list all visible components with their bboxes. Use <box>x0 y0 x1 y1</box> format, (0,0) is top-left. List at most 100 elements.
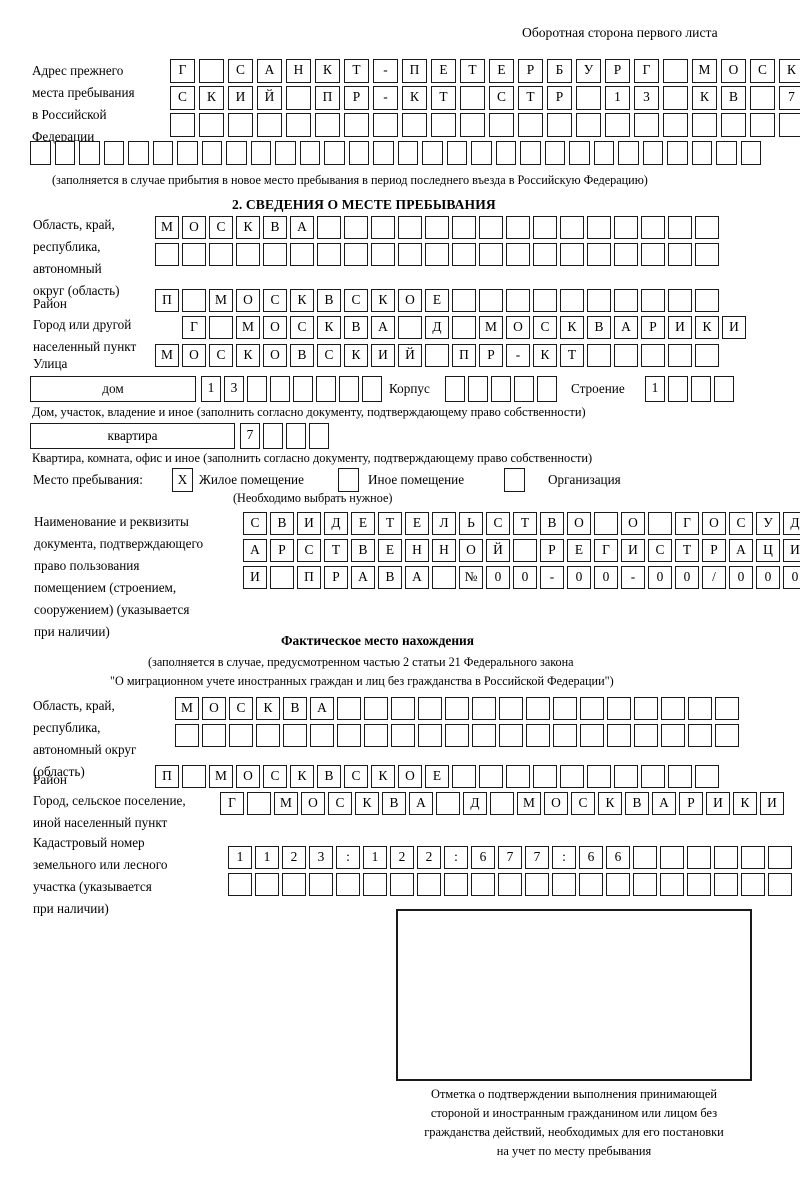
cell[interactable] <box>199 113 224 137</box>
cell[interactable]: К <box>733 792 757 815</box>
cell[interactable] <box>445 724 469 747</box>
cell[interactable]: М <box>692 59 717 83</box>
cell[interactable] <box>520 141 541 165</box>
cell[interactable]: С <box>290 316 314 339</box>
flat-number-row[interactable]: 7 <box>240 423 329 449</box>
cell[interactable] <box>348 141 369 165</box>
cell[interactable] <box>316 376 336 402</box>
cell[interactable] <box>229 724 253 747</box>
cell[interactable]: Т <box>560 344 584 367</box>
cell[interactable]: Д <box>324 512 348 535</box>
cell[interactable]: П <box>155 289 179 312</box>
cell[interactable]: Г <box>634 59 659 83</box>
cell[interactable]: Т <box>344 59 369 83</box>
cell[interactable]: С <box>209 216 233 239</box>
cell[interactable] <box>642 141 663 165</box>
cell[interactable] <box>506 289 530 312</box>
cell[interactable]: Й <box>257 86 282 110</box>
cell[interactable] <box>692 113 717 137</box>
cell[interactable] <box>431 113 456 137</box>
cell[interactable]: - <box>540 566 564 589</box>
cell[interactable]: П <box>315 86 340 110</box>
cell[interactable] <box>533 765 557 788</box>
cell[interactable]: / <box>702 566 726 589</box>
cell[interactable] <box>282 873 306 896</box>
cell[interactable]: - <box>621 566 645 589</box>
cell[interactable]: Й <box>486 539 510 562</box>
cell[interactable]: Д <box>463 792 487 815</box>
cell[interactable] <box>247 792 271 815</box>
cell[interactable] <box>768 846 792 869</box>
cell[interactable]: 0 <box>756 566 780 589</box>
cell[interactable]: 3 <box>224 376 244 402</box>
cell[interactable] <box>363 873 387 896</box>
cell[interactable] <box>641 344 665 367</box>
cell[interactable]: М <box>236 316 260 339</box>
cell[interactable] <box>661 697 685 720</box>
cell[interactable] <box>668 376 688 402</box>
cell[interactable] <box>418 724 442 747</box>
cell[interactable]: М <box>274 792 298 815</box>
cell[interactable] <box>310 724 334 747</box>
cell[interactable] <box>750 113 775 137</box>
cell[interactable] <box>593 141 614 165</box>
cell[interactable] <box>641 216 665 239</box>
cell[interactable]: В <box>344 316 368 339</box>
cell[interactable]: С <box>486 512 510 535</box>
cell[interactable] <box>587 216 611 239</box>
cell[interactable]: С <box>229 697 253 720</box>
cell[interactable]: О <box>236 289 260 312</box>
cell[interactable] <box>714 873 738 896</box>
cell[interactable]: Е <box>378 539 402 562</box>
cell[interactable] <box>518 113 543 137</box>
cell[interactable] <box>614 344 638 367</box>
cell[interactable] <box>741 873 765 896</box>
cell[interactable]: Д <box>783 512 800 535</box>
cell[interactable]: Г <box>170 59 195 83</box>
cell[interactable]: В <box>283 697 307 720</box>
cell[interactable]: О <box>182 344 206 367</box>
cell[interactable] <box>634 113 659 137</box>
cell[interactable]: О <box>236 765 260 788</box>
cell[interactable]: М <box>209 289 233 312</box>
cell[interactable]: - <box>373 86 398 110</box>
cell[interactable] <box>576 86 601 110</box>
cell[interactable]: К <box>199 86 224 110</box>
cell[interactable] <box>103 141 124 165</box>
cell[interactable] <box>155 243 179 266</box>
cell[interactable]: М <box>155 216 179 239</box>
cell[interactable]: П <box>297 566 321 589</box>
cell[interactable]: К <box>695 316 719 339</box>
prev-address-row-3[interactable] <box>170 113 800 137</box>
cell[interactable]: Е <box>405 512 429 535</box>
cell[interactable] <box>226 141 247 165</box>
cell[interactable]: И <box>297 512 321 535</box>
cell[interactable]: Н <box>286 59 311 83</box>
cell[interactable] <box>255 873 279 896</box>
cell[interactable]: С <box>328 792 352 815</box>
cell[interactable]: Д <box>425 316 449 339</box>
cell[interactable] <box>479 765 503 788</box>
cell[interactable]: И <box>668 316 692 339</box>
cell[interactable]: Г <box>220 792 244 815</box>
cell[interactable]: И <box>722 316 746 339</box>
cell[interactable]: С <box>209 344 233 367</box>
cell[interactable]: 1 <box>605 86 630 110</box>
stroenie-row[interactable]: 1 <box>645 376 734 402</box>
cell[interactable]: В <box>382 792 406 815</box>
cell[interactable]: О <box>621 512 645 535</box>
s2-region-row-2[interactable] <box>155 243 719 266</box>
cell[interactable] <box>452 765 476 788</box>
cell[interactable]: А <box>371 316 395 339</box>
cell[interactable] <box>668 216 692 239</box>
cell[interactable]: 2 <box>282 846 306 869</box>
cell[interactable]: Р <box>547 86 572 110</box>
al-region-row-2[interactable] <box>175 724 739 747</box>
cell[interactable] <box>452 216 476 239</box>
cell[interactable] <box>618 141 639 165</box>
cell[interactable]: Р <box>702 539 726 562</box>
